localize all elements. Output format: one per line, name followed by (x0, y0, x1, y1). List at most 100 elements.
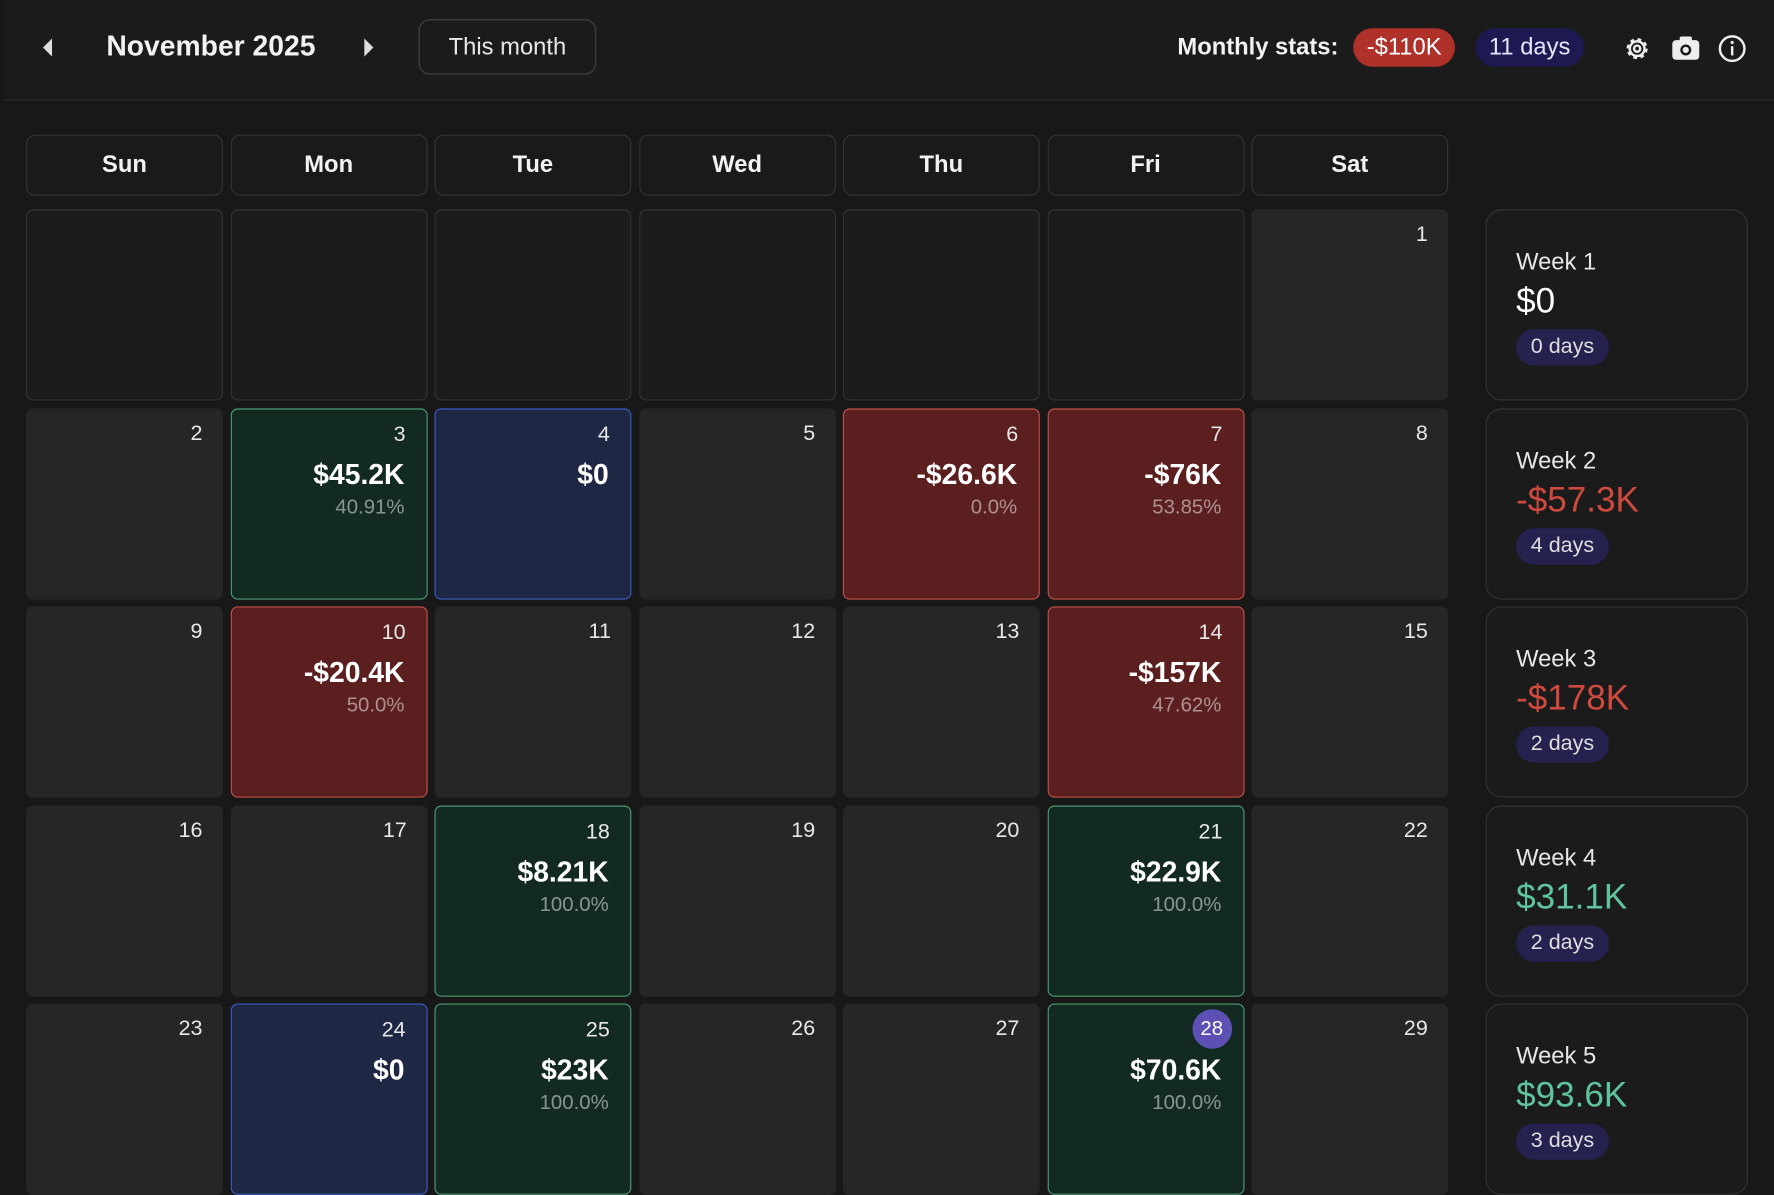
day-cell[interactable]: 29 (1251, 1003, 1449, 1195)
day-number: 23 (178, 1017, 203, 1041)
this-month-button[interactable]: This month (418, 19, 597, 75)
day-number: 22 (1403, 818, 1428, 843)
weekday-header: Mon (230, 134, 428, 196)
day-cell[interactable]: 28 $70.6K 100.0% (1047, 1003, 1244, 1195)
day-cell[interactable]: 23 (26, 1003, 223, 1195)
screenshot-icon[interactable] (1671, 34, 1700, 61)
day-number: 7 (1210, 422, 1223, 447)
day-number: 10 (381, 621, 406, 645)
day-cell[interactable]: 9 (26, 606, 223, 798)
day-pnl: $22.9K (1130, 855, 1222, 888)
day-pnl: $23K (541, 1054, 609, 1087)
day-cell[interactable]: 22 (1251, 804, 1449, 997)
day-cell[interactable]: 1 (1251, 209, 1449, 401)
week-days: 3 days (1516, 1123, 1609, 1160)
info-icon[interactable] (1717, 34, 1746, 63)
month-title: November 2025 (106, 30, 316, 63)
day-win-rate: 0.0% (970, 494, 1018, 518)
week-pnl: $93.6K (1516, 1074, 1628, 1115)
day-pnl: -$157K (1128, 657, 1222, 690)
day-cell[interactable]: 8 (1251, 407, 1449, 600)
day-cell[interactable]: 21 $22.9K 100.0% (1047, 804, 1244, 997)
day-cell[interactable]: 7 -$76K 53.85% (1047, 407, 1244, 600)
empty-cell (638, 209, 836, 401)
day-cell[interactable]: 11 (434, 606, 632, 798)
empty-cell (230, 209, 428, 401)
day-number: 14 (1198, 621, 1223, 645)
day-number: 4 (597, 422, 610, 447)
prev-month[interactable] (38, 36, 56, 59)
empty-cell (434, 209, 632, 401)
week-days: 0 days (1516, 329, 1609, 366)
day-pnl: $8.21K (517, 855, 609, 888)
day-cell[interactable]: 3 $45.2K 40.91% (230, 407, 428, 600)
week-summary: Week 1 $0 0 days (1485, 209, 1749, 401)
stats-pnl: -$110K (1353, 28, 1456, 67)
stats-days: 11 days (1475, 28, 1584, 67)
week-label: Week 3 (1516, 646, 1597, 673)
day-cell[interactable]: 5 (638, 407, 836, 600)
day-number: 20 (995, 818, 1020, 843)
day-cell[interactable]: 16 (26, 804, 223, 997)
day-number: 15 (1403, 620, 1428, 644)
day-cell[interactable]: 12 (638, 606, 836, 798)
day-cell[interactable]: 14 -$157K 47.62% (1047, 606, 1244, 798)
day-cell[interactable]: 2 (26, 407, 223, 600)
day-cell[interactable]: 27 (842, 1003, 1040, 1195)
day-number: 19 (791, 818, 816, 843)
day-pnl: $45.2K (313, 458, 405, 491)
week-pnl: $0 (1516, 280, 1556, 321)
day-number: 5 (803, 421, 816, 446)
day-pnl: $0 (373, 1054, 405, 1087)
next-month[interactable] (360, 36, 378, 59)
day-cell[interactable]: 25 $23K 100.0% (434, 1003, 632, 1195)
weekday-header: Tue (434, 134, 632, 196)
week-summary: Week 4 $31.1K 2 days (1485, 804, 1749, 997)
toolbar: November 2025 This month Monthly stats: … (4, 0, 1774, 101)
day-number: 12 (791, 620, 816, 644)
day-number: 13 (995, 620, 1020, 644)
weekday-header: Wed (638, 134, 836, 196)
day-win-rate: 50.0% (346, 693, 405, 717)
empty-cell (842, 209, 1040, 401)
day-cell[interactable]: 20 (842, 804, 1040, 997)
week-label: Week 1 (1516, 248, 1597, 275)
day-number: 8 (1415, 421, 1428, 446)
day-cell[interactable]: 17 (230, 804, 428, 997)
day-cell[interactable]: 4 $0 (434, 407, 632, 600)
day-pnl: -$20.4K (303, 657, 405, 690)
week-label: Week 2 (1516, 447, 1597, 474)
day-cell[interactable]: 15 (1251, 606, 1449, 798)
day-win-rate: 53.85% (1152, 494, 1222, 518)
day-number: 11 (588, 620, 611, 644)
week-summary: Week 3 -$178K 2 days (1485, 606, 1749, 798)
day-win-rate: 100.0% (1152, 1090, 1222, 1114)
weekday-header: Sun (26, 134, 223, 196)
day-number: 29 (1403, 1017, 1428, 1041)
week-pnl: -$178K (1516, 677, 1630, 718)
week-summary: Week 5 $93.6K 3 days (1485, 1003, 1749, 1195)
week-pnl: -$57.3K (1516, 479, 1639, 519)
day-number: 21 (1198, 819, 1223, 844)
day-win-rate: 47.62% (1152, 693, 1222, 717)
settings-icon[interactable] (1622, 34, 1651, 63)
day-cell[interactable]: 6 -$26.6K 0.0% (842, 407, 1040, 600)
day-number: 9 (190, 620, 203, 644)
day-win-rate: 100.0% (539, 892, 609, 915)
day-cell[interactable]: 18 $8.21K 100.0% (434, 804, 632, 997)
day-cell[interactable]: 24 $0 (230, 1003, 428, 1195)
empty-cell (1047, 209, 1244, 401)
day-cell[interactable]: 10 -$20.4K 50.0% (230, 606, 428, 798)
weekday-header: Sat (1251, 134, 1449, 196)
week-summary: Week 2 -$57.3K 4 days (1485, 407, 1749, 600)
day-cell[interactable]: 13 (842, 606, 1040, 798)
day-pnl: -$26.6K (916, 458, 1018, 491)
day-cell[interactable]: 26 (638, 1003, 836, 1195)
day-number: 27 (995, 1017, 1020, 1041)
day-pnl: $0 (577, 458, 609, 491)
day-win-rate: 100.0% (539, 1090, 609, 1114)
week-days: 2 days (1516, 924, 1609, 962)
day-cell[interactable]: 19 (638, 804, 836, 997)
